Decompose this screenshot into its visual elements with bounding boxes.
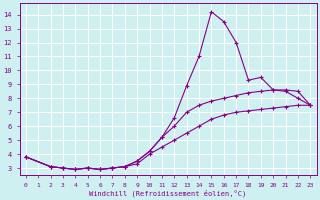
X-axis label: Windchill (Refroidissement éolien,°C): Windchill (Refroidissement éolien,°C) xyxy=(90,189,247,197)
